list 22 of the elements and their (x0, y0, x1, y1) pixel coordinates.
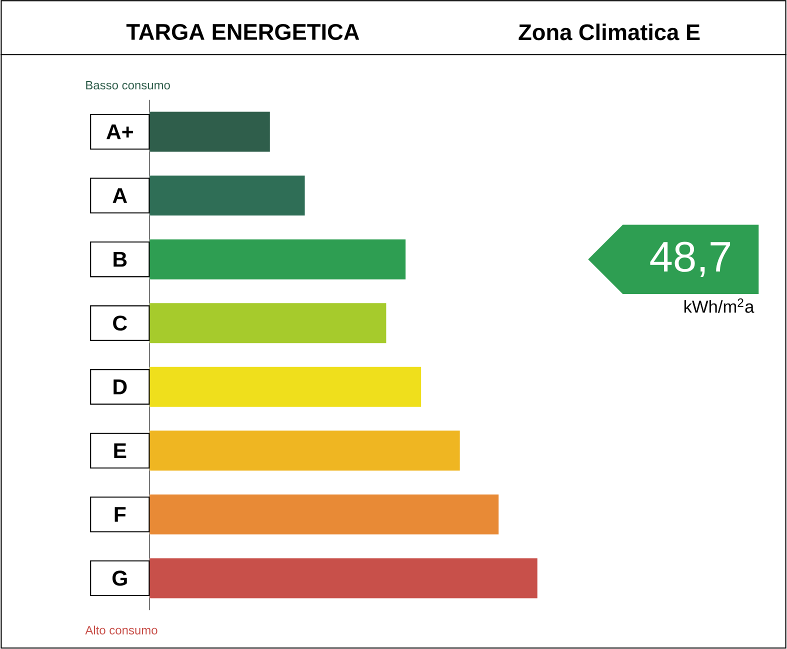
chart-title: TARGA ENERGETICA (126, 24, 360, 40)
y-tick-label: F (114, 507, 126, 522)
text: Basso consumo (86, 81, 170, 90)
text: 48,7 (650, 242, 730, 278)
bar (150, 494, 499, 535)
y-tick-label: C (113, 316, 128, 331)
bar (150, 240, 406, 280)
y-tick-label: D (114, 380, 127, 394)
y-tick-label: B (114, 252, 127, 267)
bar (150, 430, 460, 471)
bar (150, 367, 422, 408)
bar (150, 303, 386, 344)
text: kWh/m$^{2}$a (684, 298, 754, 313)
bar (150, 558, 538, 598)
bar (150, 112, 270, 152)
text: Alto consumo (85, 626, 158, 635)
y-tick-label: E (114, 443, 126, 458)
y-tick-label: A (112, 188, 128, 204)
text: Zona Climatica E (518, 24, 700, 40)
y-tick-label: A+ (106, 124, 133, 140)
y-tick-label: G (112, 570, 127, 586)
bar (150, 176, 305, 216)
